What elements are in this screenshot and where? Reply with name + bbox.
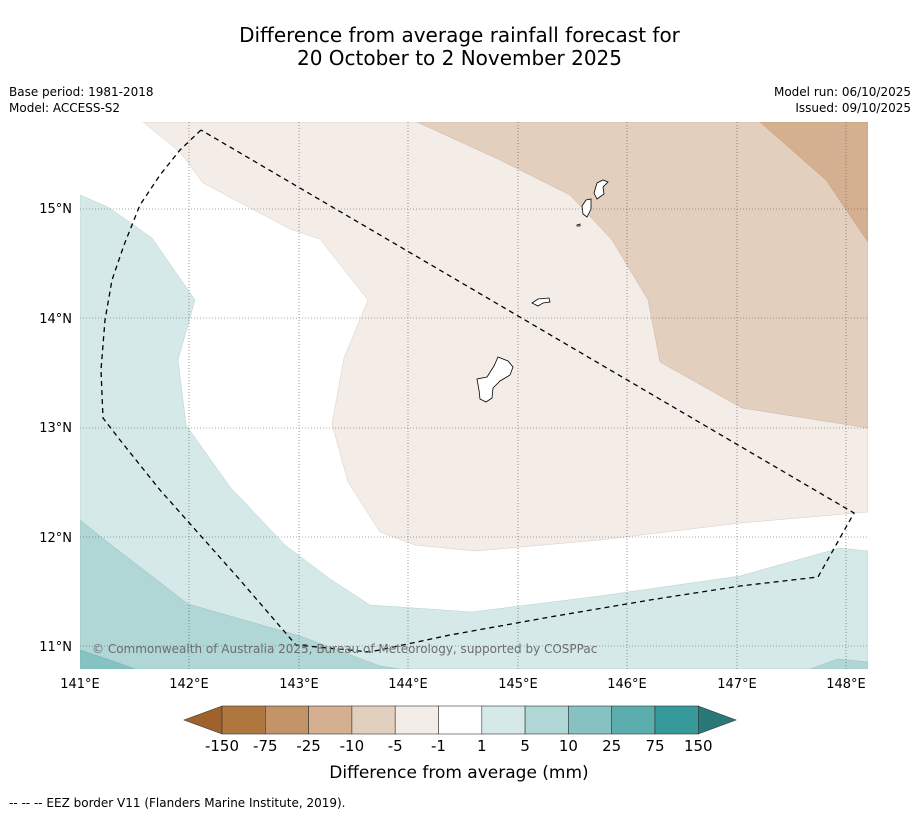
anomaly-region-plus10-to-plus25: [80, 649, 136, 669]
lon-label-142: 142°E: [169, 677, 209, 692]
islands: [476, 179, 609, 403]
colorbar-arrow-right: [697, 705, 737, 735]
eez-footnote: -- -- -- EEZ border V11 (Flanders Marine…: [9, 796, 346, 810]
colorbar-tick-label: -150: [205, 737, 239, 755]
anomaly-region-minus5-to-minus10: [416, 122, 868, 429]
colorbar-tick-label: -10: [340, 737, 365, 755]
lon-label-143: 143°E: [279, 677, 319, 692]
colorbar-segment-3: [308, 705, 353, 735]
colorbar-tick-label: 75: [645, 737, 664, 755]
colorbar-tick-label: -25: [296, 737, 321, 755]
anomaly-region-plus5-to-plus10: [80, 519, 401, 669]
colorbar-label: Difference from average (mm): [329, 763, 588, 783]
copyright-notice: © Commonwealth of Australia 2025, Bureau…: [92, 642, 597, 656]
colorbar-segment-1: [221, 705, 266, 735]
issued-date: Issued: 09/10/2025: [795, 101, 911, 115]
lat-label-15: 15°N: [39, 202, 72, 217]
colorbar-segment-4: [351, 705, 396, 735]
meta-right: Model run: 06/10/2025 Issued: 09/10/2025: [774, 84, 911, 116]
lon-label-148: 148°E: [826, 677, 866, 692]
chart-title-line2: 20 October to 2 November 2025: [296, 46, 623, 70]
island-saipan: [593, 179, 609, 200]
colorbar-segment-9: [568, 705, 613, 735]
island-tinian: [581, 198, 592, 218]
lat-label-11: 11°N: [39, 640, 72, 655]
lon-label-144: 144°E: [388, 677, 428, 692]
colorbar-tick-label: 150: [684, 737, 713, 755]
anomaly-region-plus5-to-plus10-se: [809, 658, 868, 669]
anomaly-region-minus10-to-minus25: [759, 122, 868, 243]
colorbar-tick-label: 5: [520, 737, 530, 755]
chart-title-line1: Difference from average rainfall forecas…: [239, 23, 680, 47]
colorbar-tick-label: -5: [388, 737, 403, 755]
colorbar-segment-11: [654, 705, 699, 735]
map-area: © Commonwealth of Australia 2025, Bureau…: [80, 122, 868, 669]
lat-label-13: 13°N: [39, 421, 72, 436]
latitude-labels: 15°N 14°N 13°N 12°N 11°N: [39, 202, 72, 655]
island-rota: [531, 297, 551, 307]
colorbar-tick-label: -1: [431, 737, 446, 755]
longitude-labels: 141°E 142°E 143°E 144°E 145°E 146°E 147°…: [60, 677, 866, 692]
colorbar-segment-7: [481, 705, 526, 735]
model-run: Model run: 06/10/2025: [773, 85, 911, 99]
colorbar: [183, 705, 737, 735]
lon-label-141: 141°E: [60, 677, 100, 692]
lat-label-14: 14°N: [39, 312, 72, 327]
lat-label-12: 12°N: [39, 531, 72, 546]
gridlines: [80, 122, 868, 669]
colorbar-ticks: -150 -75 -25 -10 -5 -1 1 5 10 25 75 150: [205, 737, 713, 755]
colorbar-segment-2: [264, 705, 309, 735]
colorbar-segment-8: [524, 705, 569, 735]
model-name: Model: ACCESS-S2: [9, 101, 121, 115]
island-guam: [476, 356, 514, 403]
base-period: Base period: 1981-2018: [9, 85, 154, 99]
lon-label-146: 146°E: [607, 677, 647, 692]
eez-border: [100, 129, 855, 653]
colorbar-arrow-left: [183, 705, 223, 735]
colorbar-tick-label: 10: [559, 737, 578, 755]
colorbar-segment-5: [394, 705, 439, 735]
colorbar-segment-6: [438, 705, 483, 735]
island-aguijan: [576, 223, 581, 227]
lon-label-145: 145°E: [498, 677, 538, 692]
anomaly-region-plus1-to-plus5: [80, 194, 868, 669]
colorbar-tick-label: 25: [602, 737, 621, 755]
meta-left: Base period: 1981-2018 Model: ACCESS-S2: [9, 84, 154, 116]
colorbar-segment-10: [611, 705, 656, 735]
colorbar-tick-label: -75: [253, 737, 278, 755]
lon-label-147: 147°E: [717, 677, 757, 692]
colorbar-tick-label: 1: [477, 737, 487, 755]
